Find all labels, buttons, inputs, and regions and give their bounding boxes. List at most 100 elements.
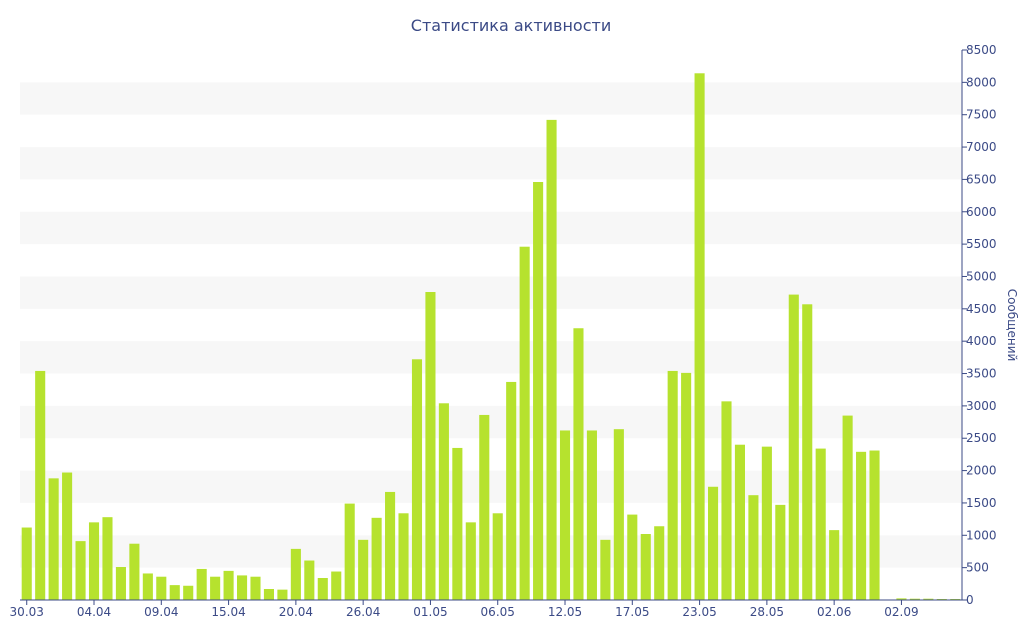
bar (586, 430, 597, 600)
bar (654, 526, 665, 600)
x-tick-label: 28.05 (750, 605, 784, 619)
y-tick-label: 4000 (966, 334, 997, 348)
bar (156, 576, 167, 600)
y-tick-label: 3000 (966, 399, 997, 413)
bar (923, 598, 934, 600)
bar (640, 534, 651, 600)
y-tick-label: 8000 (966, 75, 997, 89)
x-tick-label: 17.05 (615, 605, 649, 619)
x-tick-label: 04.04 (77, 605, 111, 619)
bar (627, 514, 638, 600)
bar (479, 414, 490, 600)
y-axis-ticks: 0 500 1000 1500 2000 2500 3000 3500 4000 4500 5000… (962, 43, 997, 607)
y-tick-label: 3500 (966, 367, 997, 381)
bar (102, 517, 113, 600)
bar (331, 571, 342, 600)
x-axis-ticks: 30.03 04.04 09.04 15.04 20.04 26.04 01.05 06.05… (10, 600, 919, 619)
bar (250, 576, 261, 600)
bar (129, 543, 140, 600)
bar (452, 447, 463, 600)
bar (708, 486, 719, 600)
bar (223, 570, 234, 600)
grid-band (20, 147, 962, 180)
bar (304, 560, 315, 600)
x-tick-label: 23.05 (682, 605, 716, 619)
x-tick-label: 15.04 (211, 605, 245, 619)
bar (465, 522, 476, 600)
bar (694, 73, 705, 601)
bar (506, 381, 517, 600)
x-tick-label: 12.05 (548, 605, 582, 619)
x-tick-label: 02.06 (817, 605, 851, 619)
chart-title: Статистика активности (411, 16, 611, 35)
bar (802, 304, 813, 600)
bar (290, 548, 301, 600)
y-tick-label: 6000 (966, 205, 997, 219)
y-tick-label: 500 (966, 561, 989, 575)
y-tick-label: 1000 (966, 528, 997, 542)
bar (788, 294, 799, 600)
y-tick-label: 6500 (966, 172, 997, 186)
bar (734, 444, 745, 600)
bar (183, 585, 194, 600)
bar (344, 503, 355, 600)
bar (761, 446, 772, 600)
bar (748, 495, 759, 600)
bar (237, 575, 248, 600)
y-tick-label: 7500 (966, 108, 997, 122)
bar (21, 527, 32, 600)
bar (533, 182, 544, 600)
x-tick-label: 02.09 (884, 605, 918, 619)
grid-band (20, 276, 962, 309)
x-tick-label: 06.05 (481, 605, 515, 619)
bar (358, 539, 369, 600)
x-tick-label: 20.04 (279, 605, 313, 619)
grid-band (20, 82, 962, 115)
bar (411, 359, 423, 600)
bar (681, 372, 692, 600)
bar (721, 401, 732, 600)
bar (573, 328, 584, 600)
bar (35, 370, 46, 600)
bar (62, 472, 73, 600)
y-tick-label: 0 (966, 593, 974, 607)
bar (856, 451, 867, 600)
bar (896, 598, 907, 600)
bar (842, 415, 853, 600)
bar (775, 504, 786, 600)
y-axis-label: Сообщений (1005, 289, 1019, 362)
y-tick-label: 4500 (966, 302, 997, 316)
bar (317, 578, 328, 600)
bar (115, 567, 126, 600)
bar (667, 370, 678, 600)
grid-band (20, 405, 962, 439)
bar (263, 589, 274, 600)
y-tick-label: 5000 (966, 269, 997, 283)
bar (88, 522, 100, 600)
bars (21, 73, 961, 601)
grid-band (20, 211, 962, 245)
bar (613, 429, 624, 600)
bar (909, 598, 920, 600)
bar (75, 541, 86, 600)
bar (277, 589, 288, 600)
bar (385, 491, 396, 600)
y-tick-label: 5500 (966, 237, 997, 251)
bar (600, 539, 611, 600)
bar (546, 119, 557, 600)
bar (869, 450, 880, 600)
bar (371, 517, 382, 600)
y-tick-label: 8500 (966, 43, 997, 57)
bar (829, 530, 840, 600)
bar (559, 430, 571, 600)
bar (519, 246, 530, 600)
bar (48, 478, 59, 600)
y-tick-label: 1500 (966, 496, 997, 510)
bar (210, 576, 221, 600)
bar (398, 513, 409, 600)
x-tick-label: 09.04 (144, 605, 178, 619)
bar (438, 403, 449, 600)
bar (169, 585, 180, 600)
